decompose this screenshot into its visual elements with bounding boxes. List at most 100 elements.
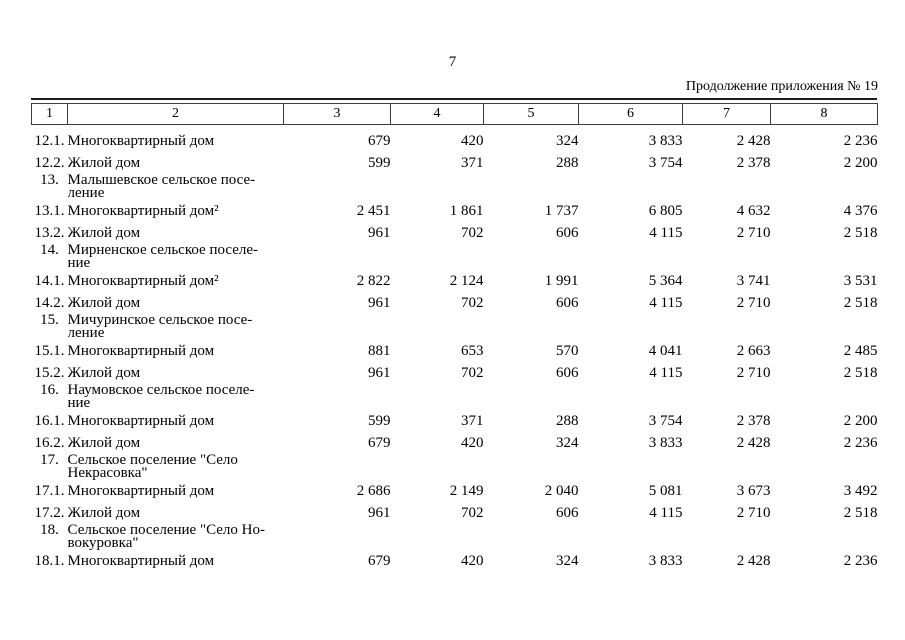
cell-value: 653 <box>461 343 484 359</box>
table-row: 13.1. Многоквартирный дом² 2 451 1 861 1 737… <box>32 200 878 222</box>
cell-value <box>391 244 484 270</box>
table-row: 15.2. Жилой дом 961 702 606 4 115 2 710 2 518 <box>32 362 878 384</box>
cell-value: 679 <box>368 435 391 451</box>
row-name: Жилой дом <box>67 365 141 381</box>
cell-value <box>683 524 771 550</box>
cell-value <box>771 454 878 480</box>
row-number: 12.1. <box>34 133 65 149</box>
cell-value <box>579 314 683 340</box>
cell-value <box>391 314 484 340</box>
cell-value: 599 <box>368 413 391 429</box>
cell-value <box>683 454 771 480</box>
cell-value: 288 <box>556 155 579 171</box>
cell-value: 1 861 <box>449 203 484 219</box>
cell-value: 961 <box>368 225 391 241</box>
cell-value: 2 200 <box>843 155 878 171</box>
row-name: Жилой дом <box>67 505 141 521</box>
cell-value <box>484 454 579 480</box>
row-name: Наумовское сельское поселе- ние <box>67 384 255 410</box>
cell-value: 606 <box>556 225 579 241</box>
section-row: 17. Сельское поселение "Село Некрасовка" <box>32 454 878 480</box>
cell-value <box>579 524 683 550</box>
cell-value: 881 <box>368 343 391 359</box>
cell-value: 324 <box>556 133 579 149</box>
section-row: 14. Мирненское сельское поселе- ние <box>32 244 878 270</box>
table-row: 16.1. Многоквартирный дом 599 371 288 3 754 2 … <box>32 410 878 432</box>
cell-value: 1 737 <box>544 203 579 219</box>
row-number: 16.2. <box>34 435 65 451</box>
cell-value <box>484 244 579 270</box>
cell-value: 2 040 <box>544 483 579 499</box>
row-number: 14. <box>40 244 59 258</box>
cell-value: 606 <box>556 365 579 381</box>
row-number: 17. <box>40 454 59 468</box>
cell-value <box>284 244 391 270</box>
cell-value: 2 710 <box>736 225 771 241</box>
row-number: 13.2. <box>34 225 65 241</box>
cell-value: 2 451 <box>356 203 391 219</box>
row-number: 15. <box>40 314 59 328</box>
cell-value: 961 <box>368 365 391 381</box>
row-number: 18.1. <box>34 553 65 569</box>
row-number: 14.1. <box>34 273 65 289</box>
row-name: Многоквартирный дом <box>67 343 215 359</box>
cell-value: 3 531 <box>843 273 878 289</box>
table-row: 14.1. Многоквартирный дом² 2 822 2 124 1 991… <box>32 270 878 292</box>
cell-value: 2 200 <box>843 413 878 429</box>
cell-value: 4 115 <box>649 505 683 521</box>
row-number: 12.2. <box>34 155 65 171</box>
cell-value <box>683 384 771 410</box>
cell-value <box>579 174 683 200</box>
row-number: 14.2. <box>34 295 65 311</box>
cell-value: 3 754 <box>648 413 683 429</box>
cell-value: 5 364 <box>648 273 683 289</box>
cell-value: 2 663 <box>736 343 771 359</box>
cell-value: 570 <box>556 343 579 359</box>
row-name: Многоквартирный дом <box>67 483 215 499</box>
cell-value: 961 <box>368 295 391 311</box>
cell-value <box>284 454 391 480</box>
cell-value: 2 710 <box>736 295 771 311</box>
cell-value: 599 <box>368 155 391 171</box>
cell-value: 2 822 <box>356 273 391 289</box>
row-name: Многоквартирный дом <box>67 553 215 569</box>
cell-value: 2 428 <box>736 553 771 569</box>
row-name: Многоквартирный дом² <box>67 203 219 219</box>
cell-value: 2 710 <box>736 505 771 521</box>
cell-value <box>579 384 683 410</box>
cell-value <box>771 384 878 410</box>
section-row: 15. Мичуринское сельское посе- ление <box>32 314 878 340</box>
cell-value <box>484 524 579 550</box>
table-row: 12.1. Многоквартирный дом 679 420 324 3 833 2 … <box>32 125 878 153</box>
row-name: Многоквартирный дом <box>67 133 215 149</box>
cell-value: 2 428 <box>736 133 771 149</box>
cell-value: 2 236 <box>843 553 878 569</box>
cell-value: 288 <box>556 413 579 429</box>
cell-value: 420 <box>461 553 484 569</box>
cell-value: 606 <box>556 505 579 521</box>
cell-value: 702 <box>461 225 484 241</box>
cell-value: 3 673 <box>736 483 771 499</box>
cell-value: 961 <box>368 505 391 521</box>
cell-value: 371 <box>461 413 484 429</box>
column-header: 7 <box>682 103 771 125</box>
cell-value: 2 236 <box>843 435 878 451</box>
cell-value: 702 <box>461 295 484 311</box>
section-row: 16. Наумовское сельское поселе- ние <box>32 384 878 410</box>
row-number: 18. <box>40 524 59 538</box>
table-row: 17.1. Многоквартирный дом 2 686 2 149 2 040 5… <box>32 480 878 502</box>
row-name: Жилой дом <box>67 435 141 451</box>
table-top-rule <box>31 98 877 100</box>
cell-value: 371 <box>461 155 484 171</box>
cell-value: 4 376 <box>843 203 878 219</box>
cell-value: 606 <box>556 295 579 311</box>
column-header: 5 <box>483 103 579 125</box>
cell-value: 2 518 <box>843 225 878 241</box>
cell-value: 2 378 <box>736 413 771 429</box>
cell-value <box>771 524 878 550</box>
cell-value <box>771 174 878 200</box>
